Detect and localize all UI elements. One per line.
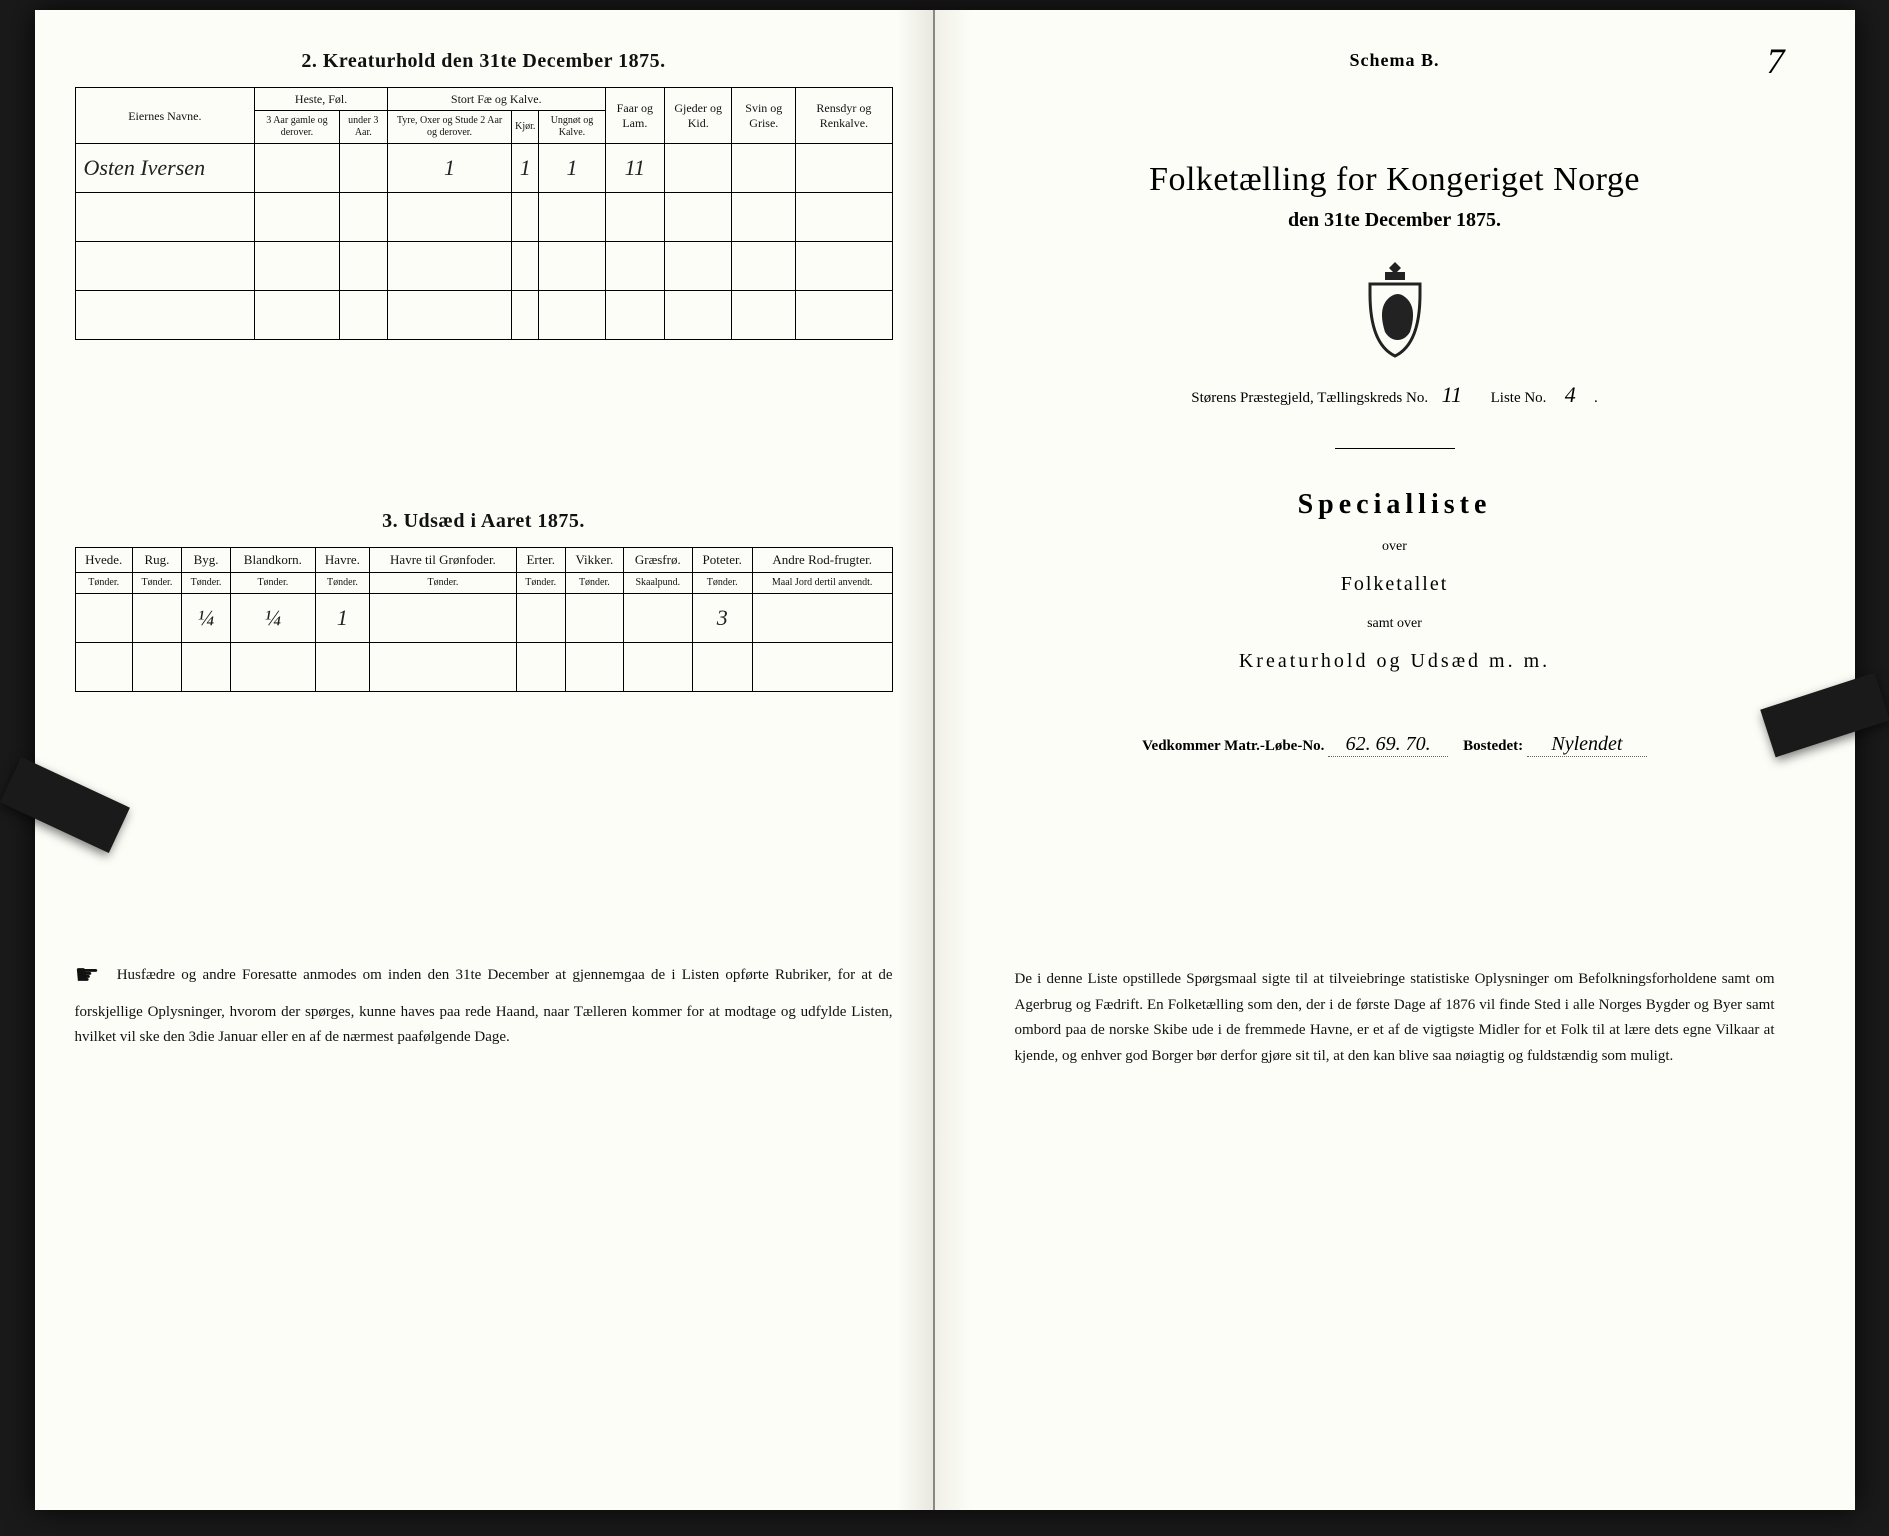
col: Græsfrø. <box>623 548 692 573</box>
divider <box>1335 448 1455 449</box>
sub-f3: Ungnøt og Kalve. <box>539 111 605 144</box>
unit: Tønder. <box>370 572 516 593</box>
cell: 1 <box>512 144 539 193</box>
col-owner: Eiernes Navne. <box>75 88 255 144</box>
sub-f1: Tyre, Oxer og Stude 2 Aar og derover. <box>387 111 511 144</box>
liste-no: 4 <box>1550 382 1590 408</box>
over-label: over <box>975 539 1815 555</box>
unit: Tønder. <box>132 572 181 593</box>
table-row: ¼ ¼ 1 3 <box>75 593 892 642</box>
col: Havre til Grønfoder. <box>370 548 516 573</box>
archive-clip-right <box>1760 673 1889 758</box>
sub-h2: under 3 Aar. <box>339 111 387 144</box>
cell: 1 <box>315 593 370 642</box>
schema-label: Schema B. <box>975 50 1815 71</box>
cell: 11 <box>605 144 665 193</box>
unit: Tønder. <box>692 572 752 593</box>
col: Erter. <box>516 548 565 573</box>
pointing-hand-icon: ☛ <box>75 952 111 1000</box>
right-body-text: De i denne Liste opstillede Spørgsmaal s… <box>1015 967 1775 1069</box>
col-svin: Svin og Grise. <box>732 88 796 144</box>
col: Blandkorn. <box>231 548 316 573</box>
unit: Tønder. <box>315 572 370 593</box>
col: Havre. <box>315 548 370 573</box>
col: Poteter. <box>692 548 752 573</box>
census-title: Folketælling for Kongeriget Norge <box>975 161 1815 199</box>
table-udsaed: Hvede. Rug. Byg. Blandkorn. Havre. Havre… <box>75 547 893 692</box>
col-rens: Rensdyr og Renkalve. <box>796 88 892 144</box>
right-page: Schema B. 7 Folketælling for Kongeriget … <box>935 10 1855 1510</box>
matr-line: Vedkommer Matr.-Løbe-No. 62. 69. 70. Bos… <box>975 733 1815 757</box>
district-line: Størens Præstegjeld, Tællingskreds No. 1… <box>975 382 1815 408</box>
table-row: Osten Iversen 1 1 1 11 <box>75 144 892 193</box>
unit: Tønder. <box>75 572 132 593</box>
col-faar: Faar og Lam. <box>605 88 665 144</box>
grp-fae: Stort Fæ og Kalve. <box>387 88 605 111</box>
owner-name: Osten Iversen <box>75 144 255 193</box>
footnote-text: Husfædre og andre Foresatte anmodes om i… <box>75 967 893 1045</box>
sub-f2: Kjør. <box>512 111 539 144</box>
section3-title: 3. Udsæd i Aaret 1875. <box>75 510 893 533</box>
footnote: ☛ Husfædre og andre Foresatte anmodes om… <box>75 952 893 1051</box>
cell: ¼ <box>231 593 316 642</box>
sub-h1: 3 Aar gamle og derover. <box>255 111 339 144</box>
section2-title: 2. Kreaturhold den 31te December 1875. <box>75 50 893 73</box>
matr-no: 62. 69. 70. <box>1328 733 1448 757</box>
kreatur-label: Kreaturhold og Udsæd m. m. <box>975 650 1815 673</box>
unit: Maal Jord dertil anvendt. <box>752 572 892 593</box>
page-number: 7 <box>1767 40 1785 82</box>
bostedet-label: Bostedet: <box>1463 738 1523 754</box>
table-kreaturhold: Eiernes Navne. Heste, Føl. Stort Fæ og K… <box>75 87 893 340</box>
cell: 1 <box>387 144 511 193</box>
kreds-prefix: Størens Præstegjeld, Tællingskreds No. <box>1191 390 1428 406</box>
kreds-no: 11 <box>1432 382 1472 408</box>
vedk-label: Vedkommer Matr.-Løbe-No. <box>1142 738 1324 754</box>
cell: 3 <box>692 593 752 642</box>
unit: Tønder. <box>181 572 230 593</box>
grp-heste: Heste, Føl. <box>255 88 388 111</box>
archive-clip-left <box>0 757 129 853</box>
census-subtitle: den 31te December 1875. <box>975 209 1815 232</box>
cell: 1 <box>539 144 605 193</box>
unit: Tønder. <box>565 572 623 593</box>
samt-label: samt over <box>975 616 1815 632</box>
col-gjeder: Gjeder og Kid. <box>665 88 732 144</box>
unit: Tønder. <box>231 572 316 593</box>
col: Rug. <box>132 548 181 573</box>
col: Byg. <box>181 548 230 573</box>
left-page: 2. Kreaturhold den 31te December 1875. E… <box>35 10 935 1510</box>
cell: ¼ <box>181 593 230 642</box>
coat-of-arms-icon <box>1355 262 1435 362</box>
unit: Tønder. <box>516 572 565 593</box>
col: Hvede. <box>75 548 132 573</box>
specialliste-heading: Specialliste <box>975 489 1815 521</box>
col: Andre Rod-frugter. <box>752 548 892 573</box>
folketallet-label: Folketallet <box>975 573 1815 596</box>
bostedet-value: Nylendet <box>1527 733 1647 757</box>
col: Vikker. <box>565 548 623 573</box>
unit: Skaalpund. <box>623 572 692 593</box>
liste-label: Liste No. <box>1491 390 1547 406</box>
